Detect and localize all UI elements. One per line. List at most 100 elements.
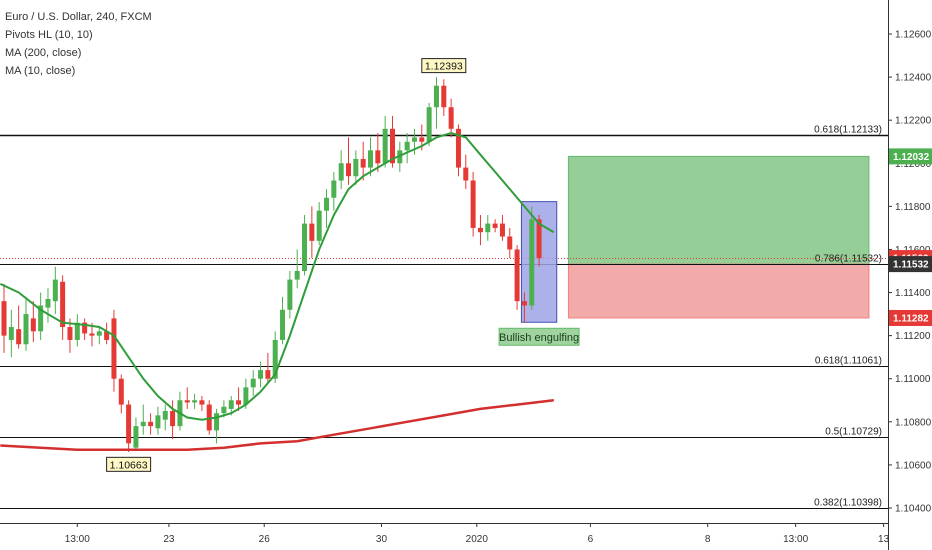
fib-level-label: 0.382(1.10398) [814,498,882,509]
y-tick-label: 1.11200 [895,331,931,342]
candle-body [148,421,154,427]
candle-body [23,314,29,345]
candle-body [74,322,80,340]
pivot-label: 1.10663 [110,459,148,471]
candle-body [184,400,190,403]
candle-body [272,339,278,379]
candle-body [368,150,373,168]
price-badge-label: 1.11532 [893,260,929,271]
candle-body [280,309,286,340]
fib-level-label: 0.5(1.10729) [825,427,882,438]
candle-body [60,281,66,328]
candle-body [170,411,176,427]
candle-body [389,128,395,164]
candle-body [353,158,359,177]
y-tick-label: 1.12600 [895,30,932,41]
candle-body [96,331,102,336]
candle-body [82,322,88,334]
y-tick-label: 1.11800 [895,202,931,213]
candle-body [162,411,168,420]
candle-body [302,223,308,271]
candle-body [375,150,381,164]
chart-legend: Euro / U.S. Dollar, 240, FXCM Pivots HL … [5,8,152,80]
candle-body [316,210,322,241]
candle-body [492,223,498,228]
x-tick-label: 6 [588,534,594,545]
y-tick-label: 1.12200 [895,116,932,127]
candle-body [448,107,454,129]
position-stop-zone [567,263,870,319]
x-tick-label: 2020 [466,534,489,545]
candle-body [411,137,417,142]
price-badge [889,148,932,165]
x-tick-label: 8 [705,534,711,545]
x-tick-label: 30 [376,534,388,545]
candle-body [8,327,14,340]
candle-body [192,400,198,403]
legend-pivots: Pivots HL (10, 10) [5,29,93,41]
candle-body [426,107,432,142]
candle-body [214,413,220,431]
candle-body [258,370,264,379]
candle-body [221,406,227,414]
y-tick-label: 1.10800 [895,417,932,428]
candle-body [324,197,330,211]
candle-body [514,249,520,302]
x-tick-label: 13:00 [65,534,90,545]
candle-body [67,327,73,340]
candle-body [265,370,271,379]
price-badge [889,309,932,326]
candle-body [111,318,117,379]
legend-ma200: MA (200, close) [5,47,82,59]
y-tick-label: 1.11000 [895,374,931,385]
candle-body [250,378,256,388]
y-tick-label: 1.10600 [895,460,932,471]
candle-body [1,301,7,336]
y-tick-label: 1.12400 [895,73,932,84]
candle-body [236,400,242,405]
candle-body [346,163,352,177]
candle-body [140,421,146,427]
candle-body [243,387,249,405]
candle-body [309,223,315,241]
candle-body [455,128,461,168]
pattern-label: Bullish engulfing [499,332,579,344]
pivot-label-box [106,456,152,472]
x-tick-label: 23 [163,534,175,545]
candle-body [433,85,439,108]
candle-body [507,236,513,250]
candle-body [206,404,212,431]
candle-body [477,227,483,233]
candle-body [89,333,95,336]
ma200-line [0,399,554,452]
legend-symbol: Euro / U.S. Dollar, 240, FXCM [5,11,152,23]
pivot-label: 1.12393 [425,61,463,73]
ma10-line [0,132,555,421]
price-axis-bg [888,0,932,550]
candle-body [404,141,410,151]
price-badge [889,256,932,273]
pivot-label-box [421,58,467,74]
x-tick-label: 13 [878,534,890,545]
candle-body [228,400,234,409]
candle-body [360,158,366,168]
position-target-zone [567,155,870,265]
x-tick-label: 13:00 [783,534,808,545]
price-badge-label: 1.11282 [893,313,929,324]
price-badge-label: 1.12032 [893,152,930,163]
candle-body [470,180,476,228]
candle-body [155,415,161,429]
candle-body [536,219,542,259]
candle-body [499,223,505,237]
candle-body [463,167,469,181]
candle-body [287,279,293,310]
candle-body [338,163,344,181]
candle-body [16,329,22,345]
legend-ma10: MA (10, close) [5,65,76,77]
candle-body [104,331,110,340]
candle-body [199,400,205,405]
candle-body [45,299,51,308]
fib-level-label: 0.786(1.11532) [815,254,882,265]
candle-body [382,128,388,164]
